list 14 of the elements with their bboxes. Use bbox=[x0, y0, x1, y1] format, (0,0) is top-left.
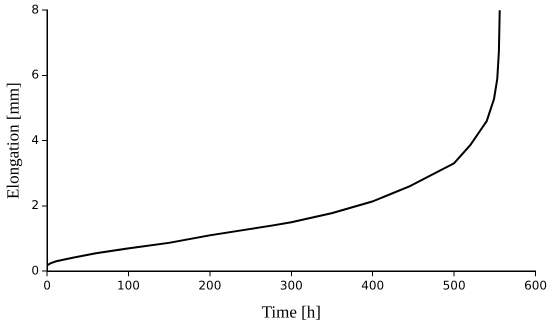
x-tick-label: 400 bbox=[361, 278, 384, 293]
y-tick-label: 0 bbox=[31, 263, 40, 278]
x-axis-title: Time [h] bbox=[262, 302, 321, 322]
x-tick-label: 300 bbox=[280, 278, 303, 293]
y-tick-label: 4 bbox=[31, 132, 40, 147]
x-tick-label: 500 bbox=[442, 278, 466, 293]
y-tick-label: 6 bbox=[31, 68, 40, 82]
x-tick-label: 200 bbox=[198, 278, 222, 293]
y-tick-label: 8 bbox=[31, 2, 40, 16]
y-axis-title: Elongation [mm] bbox=[4, 82, 23, 200]
x-tick-label: 100 bbox=[117, 278, 140, 293]
x-tick-label: 600 bbox=[524, 278, 547, 293]
y-tick-label: 2 bbox=[31, 198, 40, 212]
x-tick-label: 0 bbox=[43, 278, 51, 293]
